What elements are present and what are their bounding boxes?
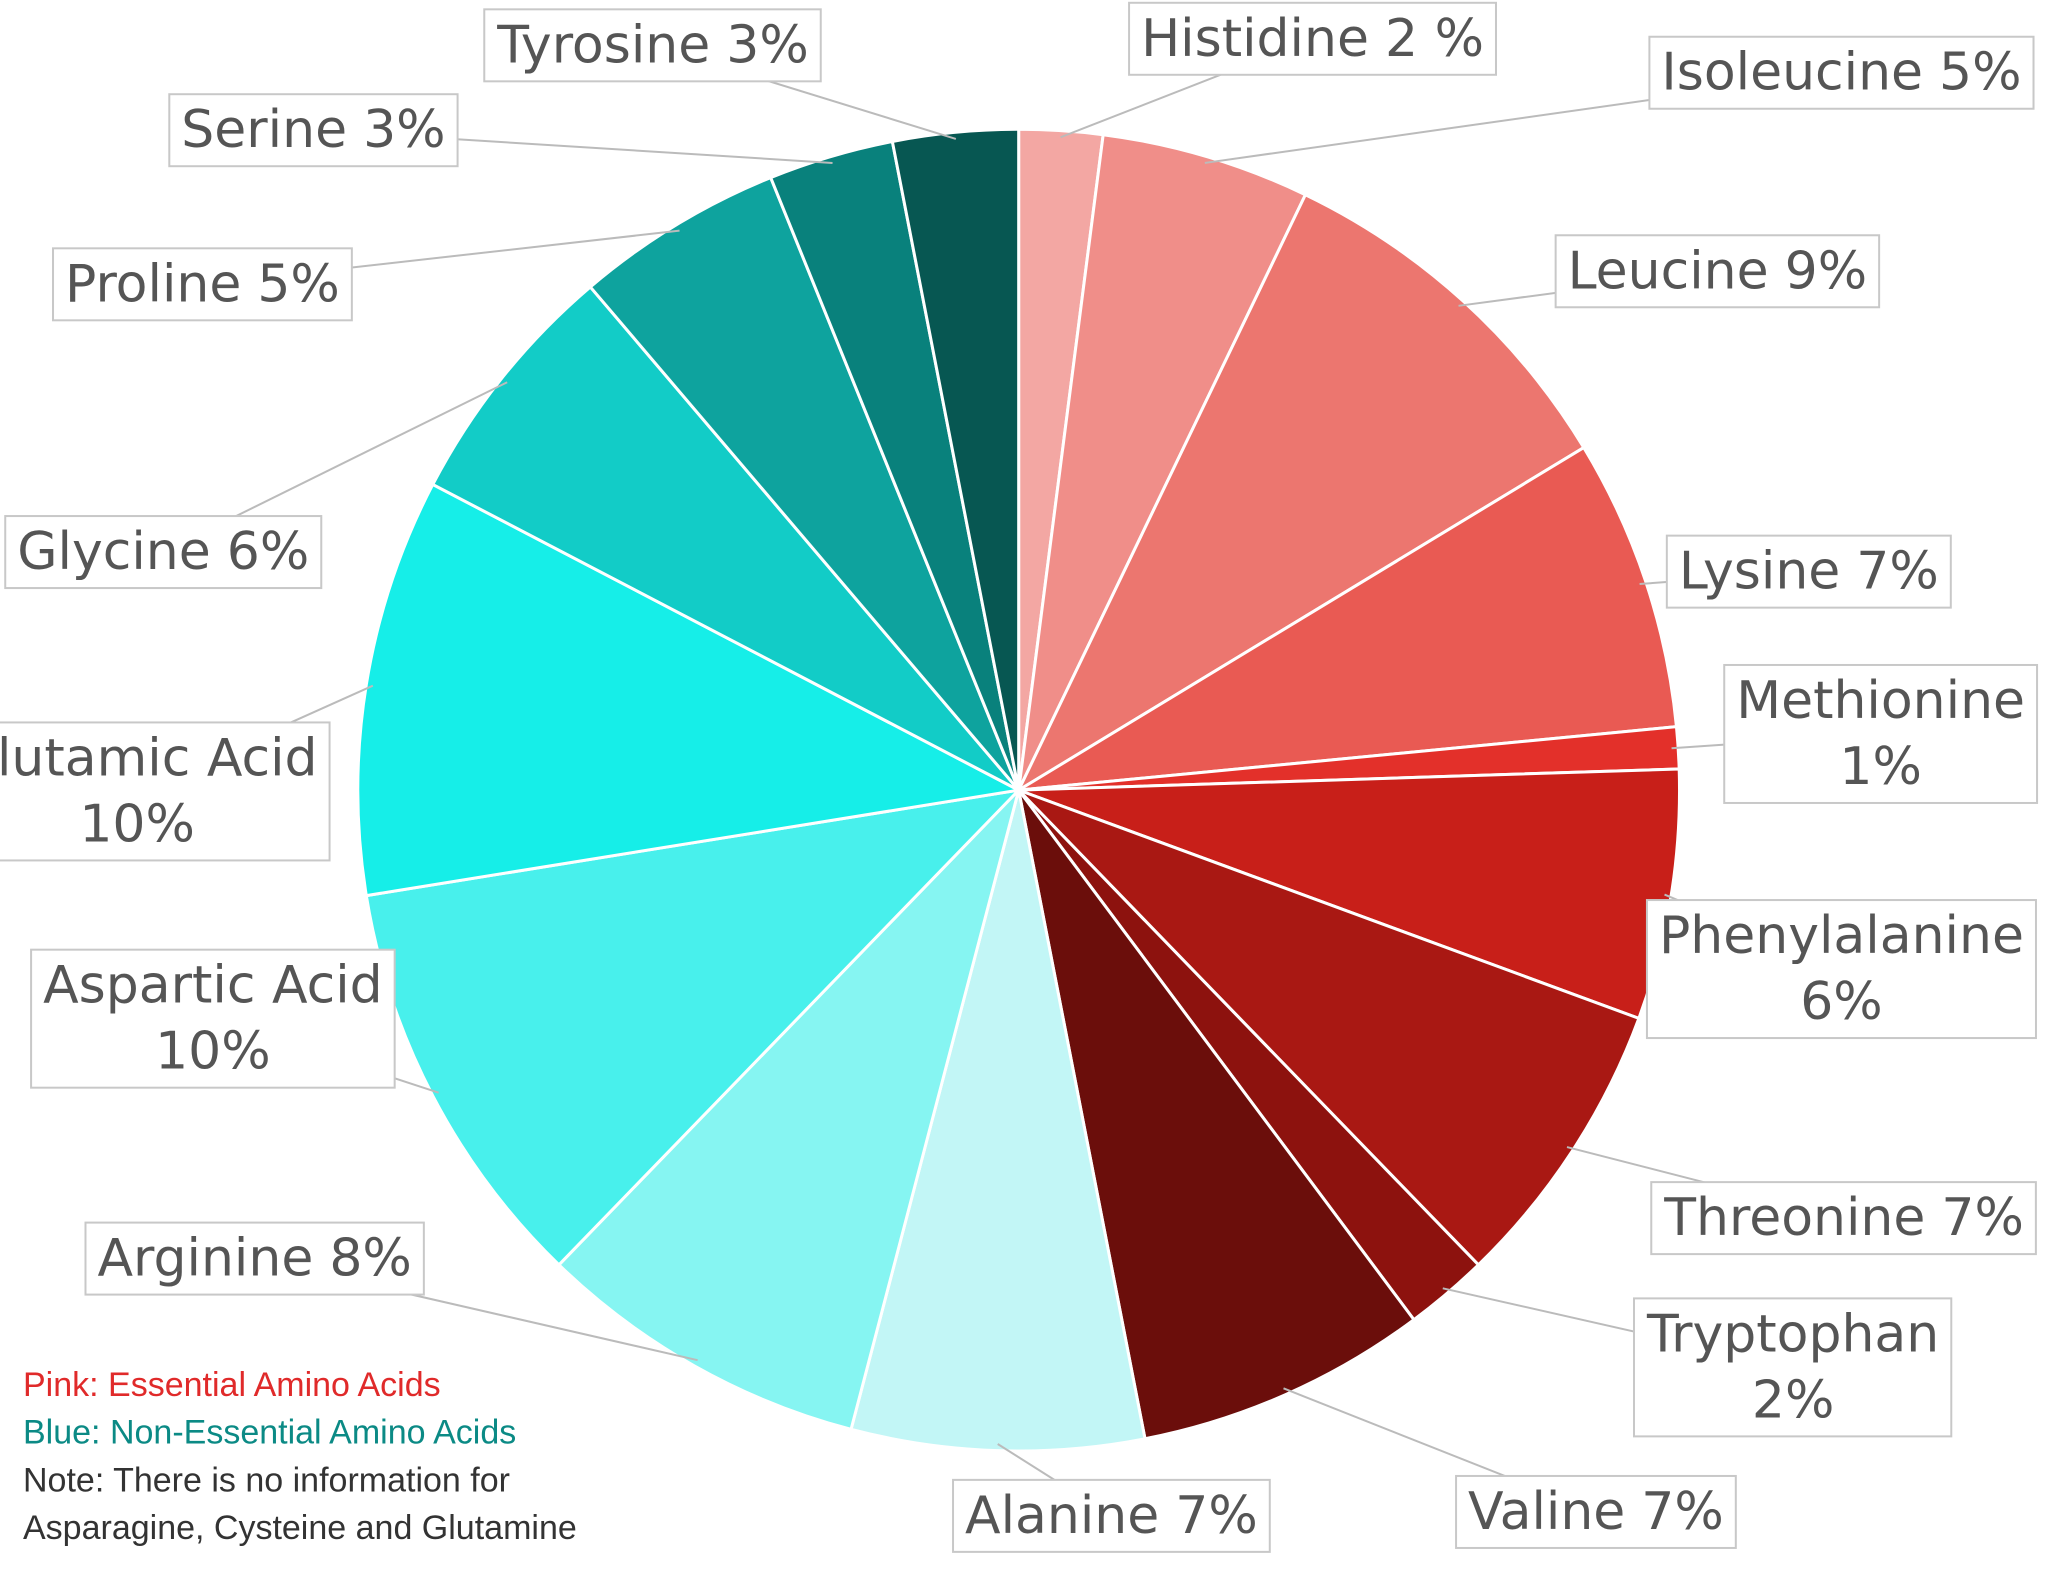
data-label: Histidine 2 % [1141, 9, 1484, 69]
data-label: Methionine 1% [1736, 671, 2025, 797]
pie-slice [1015, 192, 1586, 795]
label-name: Proline [65, 254, 241, 314]
data-label: Tryptophan 2% [1646, 1304, 1939, 1430]
label-value: 7% [1941, 1188, 2024, 1248]
label-name: Methionine [1736, 671, 2025, 731]
label-box [30, 948, 396, 1089]
label-name: Arginine [97, 1229, 313, 1289]
data-label: Tyrosine 3% [496, 15, 808, 75]
pie-slice [1017, 445, 1679, 792]
label-value: 1% [1839, 737, 1922, 797]
pie-slice [588, 175, 1021, 792]
pie [356, 127, 1682, 1453]
data-label: Phenylalanine 6% [1659, 906, 2024, 1032]
label-value: 3% [726, 15, 809, 75]
label-value: 6% [227, 522, 310, 582]
notes: Pink: Essential Amino Acids Blue: Non-Ess… [23, 1366, 577, 1547]
data-label: Leucine 9% [1568, 241, 1868, 301]
note: Pink: Essential Amino Acids [23, 1366, 441, 1404]
label-value: 7% [1175, 1486, 1258, 1546]
label-name: Tyrosine [496, 15, 710, 75]
label-value: 10% [79, 794, 195, 854]
pie-slice [556, 784, 1022, 1432]
label-box [52, 247, 353, 322]
label-name: Threonine [1663, 1188, 1925, 1248]
label-box [1128, 1, 1497, 76]
data-label: Alanine 7% [965, 1486, 1258, 1546]
label-box [1650, 1181, 2037, 1256]
label-box [1554, 234, 1881, 309]
data-label: Valine 7% [1468, 1482, 1724, 1542]
label-name: Glutamic Acid [0, 728, 318, 788]
label-name: Tryptophan [1646, 1304, 1939, 1364]
label-value: 7% [1641, 1482, 1724, 1542]
data-label: Glycine 6% [17, 522, 309, 582]
label-box [1665, 534, 1952, 609]
data-label: Proline 5% [65, 254, 340, 314]
label-value: 5% [257, 254, 340, 314]
label-value: 2% [1752, 1370, 1835, 1430]
label-value: 8% [329, 1229, 412, 1289]
label-box [1455, 1474, 1737, 1549]
data-label: Threonine 7% [1663, 1188, 2024, 1248]
label-name: Phenylalanine [1659, 906, 2024, 966]
label-value: 10% [155, 1022, 271, 1082]
data-label: Lysine 7% [1679, 542, 1939, 602]
labels: Histidine 2 % Isoleucine 5% Leucine 9% Lysine 7… [0, 1, 2039, 1553]
pie-slice [1017, 789, 1417, 1441]
label-box [483, 8, 822, 83]
label-box [168, 93, 459, 168]
label-box [1645, 899, 2037, 1040]
note: Blue: Non-Essential Amino Acids [23, 1414, 516, 1452]
label-value: 9% [1785, 241, 1868, 301]
label-name: Alanine [965, 1486, 1159, 1546]
label-value: 7% [1856, 542, 1939, 602]
label-box [1648, 35, 2035, 110]
label-box [1723, 663, 2039, 804]
pie-slice [1018, 767, 1682, 1021]
label-box [84, 1221, 425, 1296]
pie-slice [1017, 133, 1308, 791]
label-box [4, 515, 323, 590]
label-name: Isoleucine [1661, 43, 1923, 103]
label-box [0, 721, 331, 862]
label-name: Histidine [1141, 9, 1369, 69]
pie-slice [849, 789, 1147, 1453]
label-box [952, 1478, 1271, 1553]
note: Note: There is no information for [23, 1461, 510, 1499]
label-name: Aspartic Acid [43, 956, 383, 1016]
pie-slice [356, 482, 1024, 898]
label-box [1632, 1297, 1953, 1438]
label-value: 6% [1800, 972, 1883, 1032]
label-name: Lysine [1679, 542, 1840, 602]
label-value: 2 % [1385, 9, 1484, 69]
data-label: Aspartic Acid 10% [43, 956, 383, 1082]
label-value: 3% [363, 100, 446, 160]
pie-slice [1017, 788, 1641, 1267]
note: Asparagine, Cysteine and Glutamine [23, 1509, 577, 1547]
label-name: Glycine [17, 522, 211, 582]
pie-slice [430, 284, 1020, 792]
label-name: Serine [181, 100, 347, 160]
data-label: Serine 3% [181, 100, 445, 160]
label-value: 5% [1939, 43, 2022, 103]
label-name: Leucine [1568, 241, 1769, 301]
pie-slice [890, 127, 1021, 791]
label-name: Valine [1468, 1482, 1625, 1542]
pie-slice [364, 787, 1023, 1267]
data-label: Arginine 8% [97, 1229, 411, 1289]
data-label: Isoleucine 5% [1661, 43, 2021, 103]
